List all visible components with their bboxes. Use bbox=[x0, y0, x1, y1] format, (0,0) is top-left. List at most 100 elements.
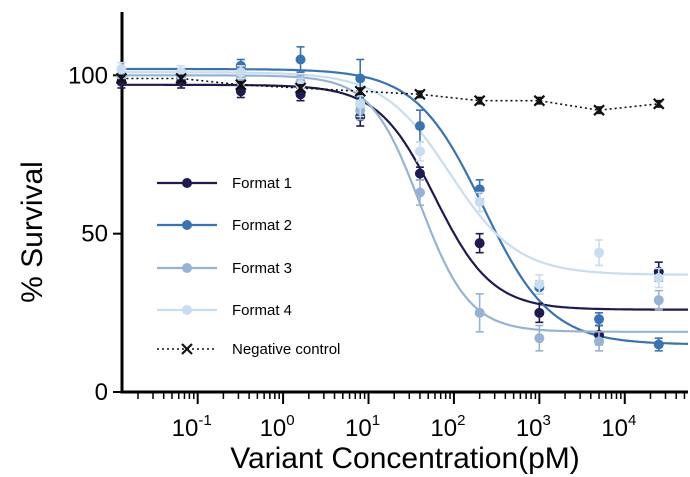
fit-curve-2 bbox=[122, 67, 689, 345]
fit-curve-1 bbox=[122, 83, 688, 311]
x-marker bbox=[294, 82, 307, 94]
y-axis-title: % Survival bbox=[16, 161, 49, 303]
circle-marker bbox=[355, 73, 366, 84]
control-line bbox=[121, 77, 659, 112]
circle-marker bbox=[534, 307, 545, 318]
x-axis-ticks: 10-1 100 101 102 103 104 bbox=[137, 392, 686, 442]
x-marker bbox=[473, 94, 486, 107]
data-point-4 bbox=[594, 239, 605, 267]
y-tick-label: 50 bbox=[81, 221, 108, 248]
x-tick-label: 10-1 bbox=[172, 412, 212, 442]
data-point-3 bbox=[414, 179, 425, 206]
x-tick-exponent: -1 bbox=[198, 412, 211, 429]
x-tick-exponent: 4 bbox=[628, 412, 636, 429]
circle-marker bbox=[414, 187, 425, 198]
legend-label: Format 2 bbox=[232, 217, 292, 234]
circle-marker bbox=[594, 247, 605, 258]
circle-marker bbox=[534, 279, 545, 290]
data-point-4 bbox=[653, 267, 664, 289]
legend-item-4: Format 4 bbox=[157, 302, 292, 319]
circle-marker bbox=[653, 273, 664, 283]
data-point-3 bbox=[474, 293, 485, 333]
x-marker bbox=[354, 85, 367, 97]
x-tick-label: 100 bbox=[260, 412, 295, 442]
circle-marker bbox=[474, 238, 485, 249]
data-point-3 bbox=[653, 289, 664, 311]
legend-marker bbox=[182, 178, 192, 188]
x-marker bbox=[652, 98, 665, 110]
data-point-4 bbox=[534, 274, 545, 295]
axes: 0 50 100 10-1 100 101 102 103 104 bbox=[68, 12, 688, 442]
x-marker bbox=[593, 104, 605, 116]
x-marker bbox=[414, 88, 426, 101]
x-tick-label: 104 bbox=[601, 412, 636, 442]
data-point-2 bbox=[295, 46, 306, 73]
legend-item-2: Format 2 bbox=[157, 217, 292, 234]
circle-marker bbox=[235, 67, 246, 78]
x-tick-label: 101 bbox=[345, 412, 380, 442]
x-tick-label: 103 bbox=[516, 412, 551, 442]
data-point-5 bbox=[235, 79, 247, 91]
legend-item-1: Format 1 bbox=[157, 175, 292, 192]
x-tick-exponent: 3 bbox=[543, 412, 551, 429]
x-marker bbox=[235, 79, 247, 91]
data-point-4 bbox=[235, 65, 246, 80]
legend-x-marker bbox=[181, 343, 193, 355]
data-point-5 bbox=[414, 88, 426, 101]
y-tick-label: 0 bbox=[95, 379, 108, 406]
data-point-5 bbox=[115, 72, 128, 85]
data-point-5 bbox=[473, 94, 486, 107]
data-point-1 bbox=[474, 232, 485, 254]
data-point-5 bbox=[533, 94, 546, 107]
circle-marker bbox=[414, 146, 425, 157]
legend-item-3: Format 3 bbox=[157, 260, 292, 277]
circle-marker bbox=[594, 314, 605, 325]
circle-marker bbox=[414, 121, 425, 131]
x-axis-title: Variant Concentration(pM) bbox=[230, 442, 580, 475]
fit-curve-4 bbox=[122, 71, 689, 276]
data-point-5 bbox=[593, 104, 605, 116]
data-points bbox=[115, 46, 665, 352]
x-marker bbox=[115, 72, 128, 85]
legend-marker bbox=[182, 263, 192, 273]
y-tick-label: 100 bbox=[68, 62, 108, 89]
data-point-4 bbox=[474, 191, 485, 213]
data-point-2 bbox=[594, 312, 605, 327]
data-point-4 bbox=[414, 141, 425, 162]
circle-marker bbox=[653, 295, 664, 306]
circle-marker bbox=[534, 333, 545, 344]
fit-curves bbox=[121, 67, 689, 345]
circle-marker bbox=[355, 98, 366, 109]
x-marker bbox=[175, 72, 187, 85]
data-point-3 bbox=[534, 324, 545, 352]
legend-marker bbox=[182, 220, 192, 230]
x-tick-label: 102 bbox=[430, 412, 465, 442]
x-marker bbox=[533, 94, 546, 107]
legend-item-5: Negative control bbox=[157, 341, 340, 358]
data-point-5 bbox=[175, 72, 187, 85]
circle-marker bbox=[474, 307, 485, 318]
circle-marker bbox=[116, 64, 127, 74]
legend-label: Format 1 bbox=[232, 175, 292, 192]
data-point-3 bbox=[594, 331, 605, 352]
data-point-1 bbox=[534, 302, 545, 324]
legend-label: Format 3 bbox=[232, 260, 292, 277]
data-point-5 bbox=[294, 82, 307, 94]
circle-marker bbox=[414, 168, 425, 179]
data-point-5 bbox=[354, 85, 367, 97]
x-tick-exponent: 1 bbox=[372, 412, 380, 429]
data-point-1 bbox=[414, 166, 425, 181]
legend-label: Format 4 bbox=[232, 302, 292, 319]
x-tick-exponent: 2 bbox=[457, 412, 465, 429]
circle-marker bbox=[653, 339, 664, 350]
circle-marker bbox=[295, 54, 306, 65]
fit-curve-3 bbox=[122, 74, 688, 333]
data-point-5 bbox=[652, 98, 665, 110]
y-axis-ticks: 0 50 100 bbox=[68, 62, 122, 406]
legend: Format 1 Format 2 Format 3 Format 4 Negative… bbox=[157, 175, 340, 358]
circle-marker bbox=[594, 336, 605, 347]
circle-marker bbox=[474, 197, 485, 207]
legend-marker bbox=[182, 305, 192, 315]
legend-label: Negative control bbox=[232, 341, 340, 358]
